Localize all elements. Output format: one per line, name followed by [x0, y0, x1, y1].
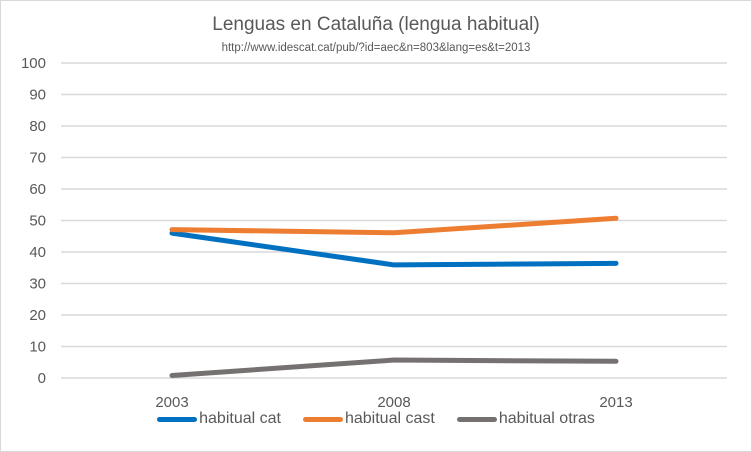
legend-label: habitual cast	[344, 410, 435, 427]
y-tick-label: 100	[21, 55, 46, 72]
series-line-habitual-cast	[169, 215, 619, 236]
legend-item: habitual otras	[456, 410, 595, 428]
legend-label: habitual cat	[199, 410, 281, 427]
series-line-habitual-otras	[169, 357, 619, 378]
chart-title: Lenguas en Cataluña (lengua habitual)	[212, 14, 540, 35]
y-tick-label: 60	[29, 181, 46, 198]
y-tick-label: 10	[29, 339, 46, 356]
legend-swatch	[456, 416, 497, 422]
y-tick-label: 0	[38, 370, 46, 387]
x-tick-label: 2003	[155, 394, 188, 411]
legend-item: habitual cat	[157, 410, 281, 428]
y-tick-label: 50	[29, 213, 46, 230]
y-tick-label: 40	[29, 244, 46, 261]
y-tick-label: 80	[29, 118, 46, 135]
legend: habitual cat habitual cast habitual otras	[0, 410, 752, 428]
legend-item: habitual cast	[302, 410, 435, 428]
y-tick-label: 30	[29, 276, 46, 293]
chart-subtitle: http://www.idescat.cat/pub/?id=aec&n=803…	[221, 42, 531, 54]
x-tick-label: 2008	[377, 394, 410, 411]
series-line-habitual-cat	[169, 230, 619, 268]
y-tick-label: 20	[29, 307, 46, 324]
legend-swatch	[157, 416, 198, 422]
legend-label: habitual otras	[498, 410, 595, 427]
y-tick-label: 90	[29, 87, 46, 104]
legend-swatch	[302, 416, 343, 422]
x-tick-label: 2013	[599, 394, 632, 411]
y-tick-label: 70	[29, 150, 46, 167]
